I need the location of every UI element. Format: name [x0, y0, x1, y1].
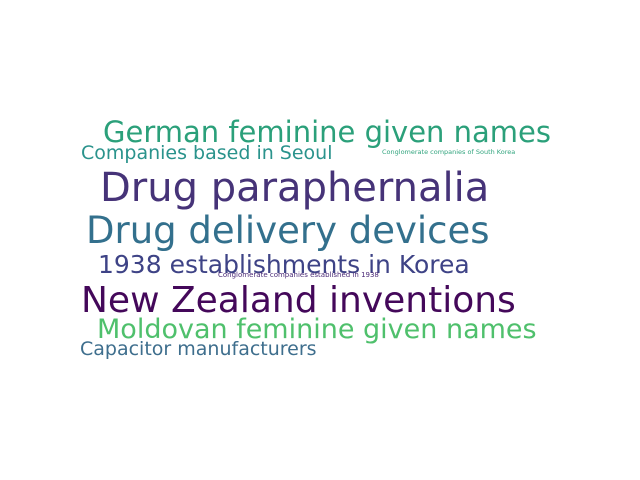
word-drug-paraphernalia: Drug paraphernalia: [100, 165, 490, 211]
word-moldovan-feminine-given-names: Moldovan feminine given names: [97, 314, 537, 345]
word-capacitor-manufacturers: Capacitor manufacturers: [80, 338, 317, 360]
word-conglomerate-companies-of-south-korea: Conglomerate companies of South Korea: [382, 148, 516, 156]
word-1938-establishments-in-korea: 1938 establishments in Korea: [98, 250, 470, 279]
word-conglomerate-companies-established-in-1938: Conglomerate companies established in 19…: [218, 271, 379, 279]
word-german-feminine-given-names: German feminine given names: [103, 115, 551, 149]
word-new-zealand-inventions: New Zealand inventions: [81, 280, 516, 321]
word-companies-based-in-seoul: Companies based in Seoul: [81, 142, 333, 164]
word-drug-delivery-devices: Drug delivery devices: [86, 209, 490, 252]
